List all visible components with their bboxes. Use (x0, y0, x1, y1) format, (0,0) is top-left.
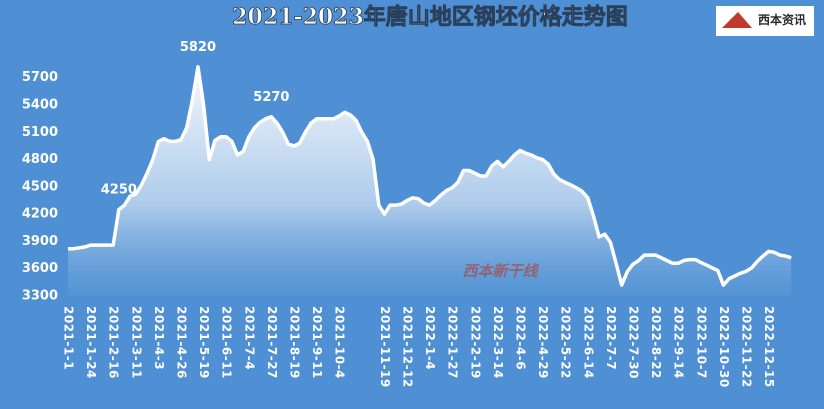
plot: 3300 3600 3900 4200 4500 4800 5100 5400 5700 2021… (22, 40, 792, 388)
x-tick-label: 2021-9-11 (310, 306, 324, 379)
y-tick-label: 3600 (22, 261, 58, 276)
annotation: 5820 (180, 40, 216, 55)
y-tick-label: 5400 (22, 98, 58, 113)
x-tick-label: 2022-2-19 (468, 306, 482, 379)
x-tick-label: 2021-1-24 (84, 306, 98, 379)
x-tick-label: 2022-4-29 (536, 306, 550, 379)
x-tick-label: 2021-8-19 (288, 306, 302, 379)
x-tick-label: 2022-9-14 (672, 306, 686, 379)
x-tick-label: 2021-3-11 (129, 306, 143, 379)
x-tick-label: 2021-7-4 (242, 306, 256, 370)
x-tick-label: 2021-1-1 (62, 306, 76, 370)
logo-text: 西本资讯 (758, 12, 806, 27)
y-tick-label: 3300 (22, 289, 58, 304)
x-tick-label: 2022-7-7 (604, 306, 618, 370)
x-tick-label: 2021-10-4 (333, 306, 347, 379)
x-tick-label: 2021-5-19 (197, 306, 211, 379)
x-tick-label: 2021-4-3 (152, 306, 166, 370)
x-tick-label: 2021-4-26 (175, 306, 189, 379)
x-tick-label: 2021-2-16 (107, 306, 121, 379)
y-tick-label: 5700 (22, 70, 58, 85)
y-tick-label: 4500 (22, 179, 58, 194)
annotation: 5270 (253, 90, 289, 105)
area (68, 66, 792, 296)
x-tick-label: 2021-7-27 (265, 306, 279, 379)
x-tick-label: 2022-12-15 (762, 306, 776, 388)
y-tick-label: 5100 (22, 125, 58, 140)
watermark: 西本新干线 (462, 262, 539, 280)
x-tick-label: 2022-7-30 (627, 306, 641, 379)
logo: 西本资讯 (716, 6, 814, 36)
annotation: 4250 (101, 183, 137, 198)
x-tick-label: 2021-12-12 (401, 306, 415, 388)
x-tick-label: 2022-8-22 (649, 306, 663, 379)
x-tick-label: 2022-10-7 (694, 306, 708, 379)
y-tick-label: 4200 (22, 207, 58, 222)
logo-icon (722, 12, 752, 28)
x-tick-label: 2021-11-19 (378, 306, 392, 388)
x-tick-label: 2022-10-30 (717, 306, 731, 388)
x-tick-label: 2022-11-22 (740, 306, 754, 388)
x-tick-label: 2021-6-11 (220, 306, 234, 379)
x-tick-label: 2022-5-22 (559, 306, 573, 379)
x-tick-label: 2022-1-27 (446, 306, 460, 379)
y-tick-label: 3900 (22, 234, 58, 249)
x-tick-label: 2022-6-14 (581, 306, 595, 379)
x-tick-label: 2022-4-6 (514, 306, 528, 370)
x-tick-label: 2022-1-4 (423, 306, 437, 370)
line (68, 65, 792, 287)
x-tick-label: 2022-3-14 (491, 306, 505, 379)
y-tick-label: 4800 (22, 152, 58, 167)
chart-title: 2021-2023年唐山地区钢坯价格走势图 (232, 4, 628, 30)
